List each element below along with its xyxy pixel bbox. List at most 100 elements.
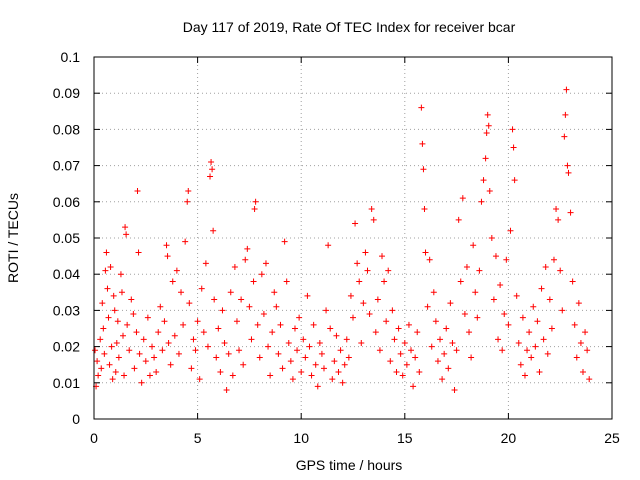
data-point xyxy=(171,332,178,339)
data-point xyxy=(364,267,371,274)
data-point xyxy=(124,321,131,328)
data-point xyxy=(564,162,571,169)
data-point xyxy=(103,249,110,256)
data-point xyxy=(200,329,207,336)
data-point xyxy=(225,350,232,357)
data-point xyxy=(337,347,344,354)
data-point xyxy=(256,354,263,361)
data-point xyxy=(113,339,120,346)
data-point xyxy=(161,318,168,325)
data-point xyxy=(109,376,116,383)
data-point xyxy=(258,271,265,278)
data-point xyxy=(244,245,251,252)
data-point xyxy=(318,350,325,357)
axis-ticks xyxy=(93,56,613,420)
data-point xyxy=(92,347,99,354)
data-point xyxy=(121,372,128,379)
data-point xyxy=(327,325,334,332)
data-point xyxy=(515,339,522,346)
data-point xyxy=(204,343,211,350)
data-point xyxy=(184,198,191,205)
data-point xyxy=(484,111,491,118)
data-point xyxy=(474,314,481,321)
data-point xyxy=(194,318,201,325)
data-point xyxy=(453,347,460,354)
data-point xyxy=(463,263,470,270)
data-point xyxy=(530,303,537,310)
data-point xyxy=(231,263,238,270)
data-point xyxy=(562,111,569,118)
data-point xyxy=(544,350,551,357)
data-point xyxy=(227,289,234,296)
data-point xyxy=(563,86,570,93)
data-point xyxy=(112,368,119,375)
data-point xyxy=(117,271,124,278)
data-point xyxy=(185,187,192,194)
data-point xyxy=(107,263,114,270)
data-point xyxy=(262,260,269,267)
y-tick-label: 0.08 xyxy=(53,121,80,137)
data-point xyxy=(352,220,359,227)
data-point xyxy=(236,347,243,354)
data-point xyxy=(366,311,373,318)
data-point xyxy=(229,372,236,379)
data-point xyxy=(387,358,394,365)
data-point xyxy=(466,329,473,336)
y-tick-label: 0.06 xyxy=(53,194,80,210)
data-point xyxy=(140,336,147,343)
data-point xyxy=(534,318,541,325)
data-point xyxy=(188,365,195,372)
data-point xyxy=(461,311,468,318)
data-point xyxy=(424,303,431,310)
data-point xyxy=(565,169,572,176)
data-point xyxy=(106,361,113,368)
data-point xyxy=(217,368,224,375)
data-point xyxy=(422,249,429,256)
data-point xyxy=(499,347,506,354)
data-point xyxy=(134,187,141,194)
data-point xyxy=(128,296,135,303)
data-point xyxy=(314,383,321,390)
data-points xyxy=(92,86,593,394)
data-point xyxy=(223,387,230,394)
data-point xyxy=(108,343,115,350)
data-point xyxy=(582,329,589,336)
y-tick-label: 0.01 xyxy=(53,375,80,391)
data-point xyxy=(519,314,526,321)
x-tick-label: 10 xyxy=(293,430,309,446)
data-point xyxy=(186,300,193,307)
data-point xyxy=(331,358,338,365)
data-point xyxy=(273,303,280,310)
data-point xyxy=(345,354,352,361)
data-point xyxy=(485,122,492,129)
data-point xyxy=(476,267,483,274)
data-point xyxy=(99,300,106,307)
x-tick-label: 0 xyxy=(90,430,98,446)
data-point xyxy=(97,336,104,343)
data-point xyxy=(101,350,108,357)
x-axis-label: GPS time / hours xyxy=(296,457,403,473)
data-point xyxy=(238,296,245,303)
data-point xyxy=(100,325,107,332)
y-tick-labels: 0 0.01 0.02 0.03 0.04 0.05 0.06 0.07 0.08 0.09 0.1 xyxy=(53,49,80,427)
data-point xyxy=(265,343,272,350)
y-tick-label: 0.03 xyxy=(53,302,80,318)
data-point xyxy=(445,365,452,372)
y-tick-label: 0.04 xyxy=(53,266,80,282)
data-point xyxy=(421,206,428,213)
data-point xyxy=(173,267,180,274)
data-point xyxy=(575,300,582,307)
data-point xyxy=(146,372,153,379)
data-point xyxy=(159,347,166,354)
data-point xyxy=(157,303,164,310)
data-point xyxy=(153,368,160,375)
data-point xyxy=(341,361,348,368)
data-point xyxy=(167,361,174,368)
data-point xyxy=(240,361,247,368)
data-point xyxy=(207,173,214,180)
data-point xyxy=(561,133,568,140)
data-point xyxy=(497,282,504,289)
data-point xyxy=(248,336,255,343)
data-point xyxy=(571,321,578,328)
